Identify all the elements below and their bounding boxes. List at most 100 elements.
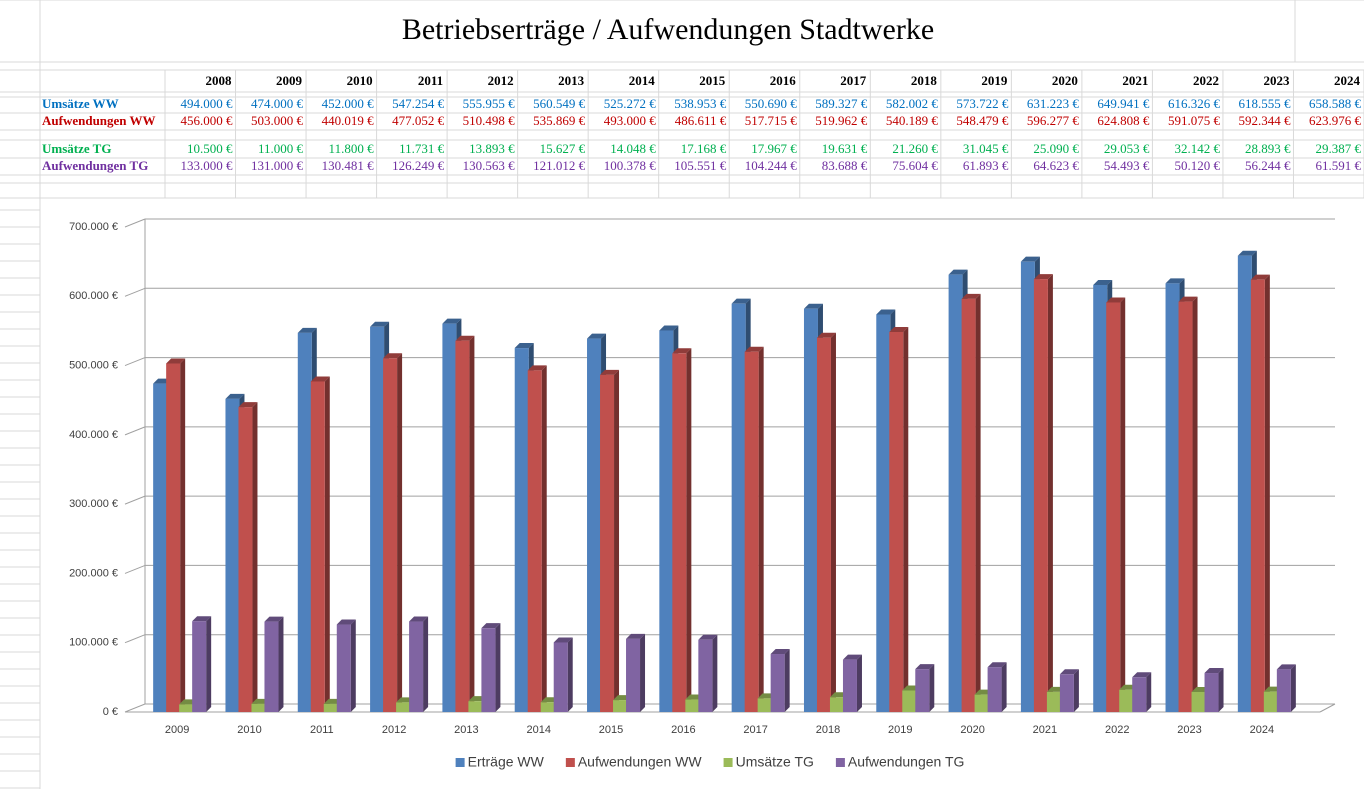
cell: 550.690 € — [745, 96, 798, 111]
cell: 474.000 € — [251, 96, 304, 111]
bar-side — [686, 348, 692, 712]
bar-top — [672, 348, 692, 354]
x-tick-label: 2019 — [888, 724, 912, 736]
bar — [816, 332, 836, 712]
bar — [1059, 669, 1079, 712]
cell: 105.551 € — [674, 158, 727, 173]
year-header: 2023 — [1263, 73, 1290, 88]
bar-front — [1132, 677, 1147, 712]
cell: 61.893 € — [963, 158, 1009, 173]
bar-front — [264, 621, 279, 712]
legend: Erträge WW Aufwendungen WW Umsätze TG Aufwe… — [455, 754, 964, 770]
cell: 17.168 € — [681, 141, 727, 156]
x-tick-label: 2020 — [960, 724, 984, 736]
x-tick-label: 2016 — [671, 724, 695, 736]
table-title: Betriebserträge / Aufwendungen Stadtwerk… — [402, 13, 934, 46]
bar-top — [442, 318, 462, 324]
bar-side — [350, 619, 356, 712]
bar-front — [1165, 283, 1180, 712]
bar-side — [614, 369, 620, 712]
cell: 14.048 € — [610, 141, 656, 156]
bar-top — [587, 333, 607, 339]
bar — [336, 619, 356, 712]
cell: 624.808 € — [1097, 113, 1150, 128]
y-tick-label: 400.000 € — [69, 429, 118, 441]
cell: 32.142 € — [1174, 141, 1220, 156]
bar — [600, 369, 620, 712]
bar-front — [987, 667, 1002, 712]
bar-front — [659, 330, 674, 712]
bar-front — [553, 642, 568, 712]
bar-top — [336, 619, 356, 625]
bar-top — [1250, 274, 1270, 280]
cell: 29.387 € — [1316, 141, 1362, 156]
bar-front — [915, 669, 930, 712]
legend-swatch — [835, 758, 845, 767]
bar-front — [889, 331, 904, 712]
bar-side — [830, 332, 836, 712]
bar-side — [758, 346, 764, 712]
bar-front — [1178, 301, 1193, 712]
cell: 503.000 € — [251, 113, 304, 128]
cell: 592.344 € — [1238, 113, 1291, 128]
year-header: 2010 — [347, 73, 373, 88]
bar-top — [409, 616, 429, 622]
bar-side — [640, 633, 646, 712]
cell: 493.000 € — [604, 113, 657, 128]
bar-front — [902, 690, 917, 712]
bar-top — [915, 664, 935, 670]
tick-mark — [124, 218, 146, 228]
cell: 477.052 € — [392, 113, 445, 128]
tick-mark — [124, 357, 146, 367]
bar-side — [278, 616, 284, 712]
year-header: 2018 — [911, 73, 938, 88]
legend-label: Umsätze TG — [736, 754, 814, 770]
cell: 519.962 € — [815, 113, 868, 128]
bar-side — [1073, 669, 1079, 712]
bar-front — [238, 407, 253, 712]
cell: 61.591 € — [1316, 158, 1362, 173]
cell: 15.627 € — [540, 141, 586, 156]
cell: 649.941 € — [1097, 96, 1150, 111]
bar-top — [514, 343, 534, 349]
cell: 54.493 € — [1104, 158, 1150, 173]
legend-swatch — [455, 758, 465, 767]
bar — [987, 662, 1007, 712]
bar-top — [1132, 672, 1152, 678]
bar-side — [541, 365, 547, 712]
bar — [961, 293, 981, 712]
bar-side — [495, 623, 501, 712]
bar-front — [613, 700, 628, 712]
bar-front — [442, 323, 457, 712]
bar-front — [370, 326, 385, 712]
bar — [770, 649, 790, 712]
bar — [1250, 274, 1270, 712]
bar — [1276, 664, 1296, 712]
legend-label: Erträge WW — [468, 754, 545, 770]
bar-top — [876, 309, 896, 315]
bar-side — [423, 616, 429, 712]
bar-side — [1290, 664, 1296, 712]
bar — [672, 348, 692, 712]
cell: 616.326 € — [1168, 96, 1221, 111]
bar-side — [712, 634, 718, 712]
bar-top — [1165, 278, 1185, 284]
bar-top — [744, 346, 764, 352]
bar — [527, 365, 547, 712]
year-header: 2019 — [981, 73, 1008, 88]
year-header: 2008 — [206, 73, 233, 88]
cell: 486.611 € — [675, 113, 727, 128]
bar-front — [1020, 261, 1035, 712]
bar-side — [252, 402, 258, 712]
bar-front — [829, 697, 844, 712]
cell: 133.000 € — [181, 158, 234, 173]
cell: 582.002 € — [886, 96, 939, 111]
bar-front — [383, 358, 398, 712]
bar-top — [948, 269, 968, 275]
cell: 131.000 € — [251, 158, 304, 173]
bar-front — [396, 702, 411, 712]
bar-top — [1204, 668, 1224, 674]
tick-mark — [124, 703, 146, 713]
x-tick-label: 2015 — [599, 724, 623, 736]
